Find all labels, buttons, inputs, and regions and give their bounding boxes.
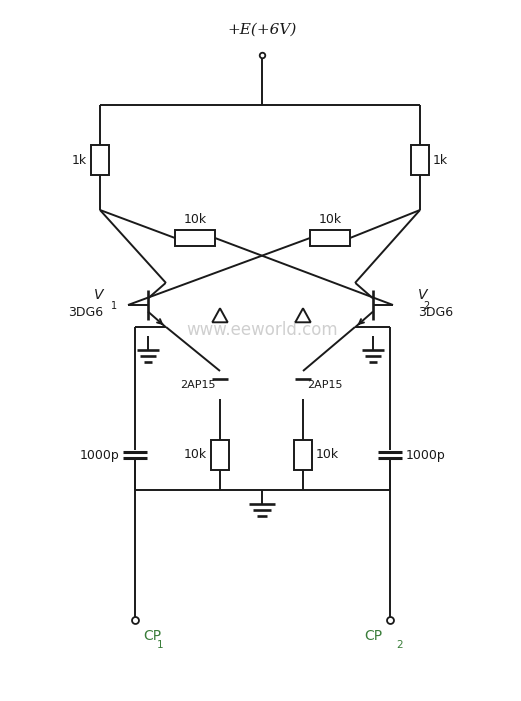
Text: 10k: 10k [183,213,206,226]
Text: 2AP15: 2AP15 [307,380,342,390]
Text: 10k: 10k [184,449,207,461]
Text: 1k: 1k [433,154,448,167]
Text: 1000p: 1000p [406,449,446,461]
Bar [411,145,429,175]
Bar [294,440,312,470]
Bar [91,145,109,175]
Text: 2AP15: 2AP15 [180,380,216,390]
Text: 1000p: 1000p [79,449,119,461]
Bar [310,230,350,246]
Text: 1k: 1k [72,154,87,167]
Text: 3DG6: 3DG6 [418,306,453,320]
Text: 1: 1 [111,301,117,311]
Text: 2: 2 [396,640,403,650]
Text: 10k: 10k [318,213,342,226]
Text: 1: 1 [157,640,164,650]
Text: 3DG6: 3DG6 [68,306,103,320]
Text: CP: CP [143,629,161,643]
Polygon shape [212,308,228,322]
Text: CP: CP [364,629,382,643]
Text: +E(+6V): +E(+6V) [227,23,296,37]
Text: V: V [93,288,103,302]
Text: V: V [418,288,428,302]
Text: www.eeworld.com: www.eeworld.com [186,321,338,339]
Text: 10k: 10k [316,449,339,461]
Bar [175,230,215,246]
Text: 2: 2 [423,301,429,311]
Polygon shape [295,308,311,322]
Bar [211,440,229,470]
